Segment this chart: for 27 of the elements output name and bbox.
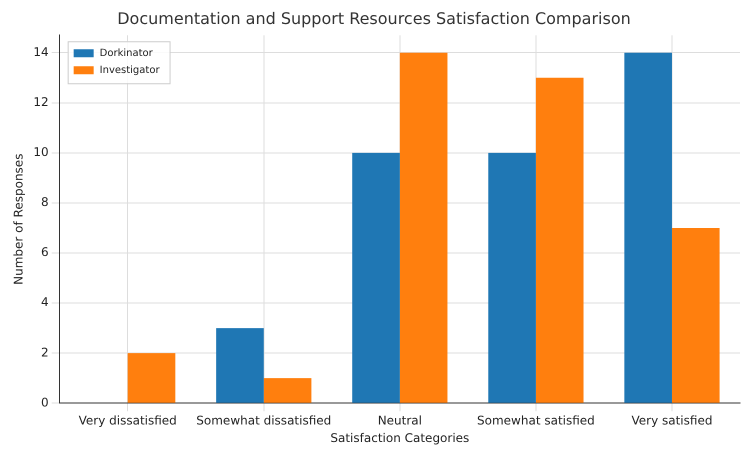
chart-title: Documentation and Support Resources Satisfaction Comparison [117,8,631,28]
y-tick-label: 0 [41,395,49,410]
bar [624,52,672,403]
y-tick-label: 4 [41,295,49,310]
bar [264,378,312,403]
legend-label: Dorkinator [100,48,154,59]
y-tick-label: 6 [41,245,49,260]
bar [216,328,264,403]
bar [400,52,448,403]
x-tick-label: Very dissatisfied [78,414,177,428]
y-tick-label: 12 [33,94,49,109]
bar [672,228,720,403]
legend-label: Investigator [100,64,160,76]
x-tick-label: Neutral [378,414,422,428]
y-tick-label: 8 [41,195,49,210]
y-tick-label: 10 [33,144,49,159]
x-axis-title: Satisfaction Categories [330,430,470,445]
y-tick-label: 14 [33,44,49,59]
x-tick-label: Very satisfied [631,414,712,428]
y-axis-title: Number of Responses [11,154,26,285]
bar [352,152,400,403]
x-tick-label: Somewhat satisfied [477,414,595,428]
bar [488,152,536,403]
x-tick-label: Somewhat dissatisfied [196,414,332,428]
bar [128,353,176,403]
bar [536,78,584,403]
y-tick-label: 2 [41,345,49,360]
